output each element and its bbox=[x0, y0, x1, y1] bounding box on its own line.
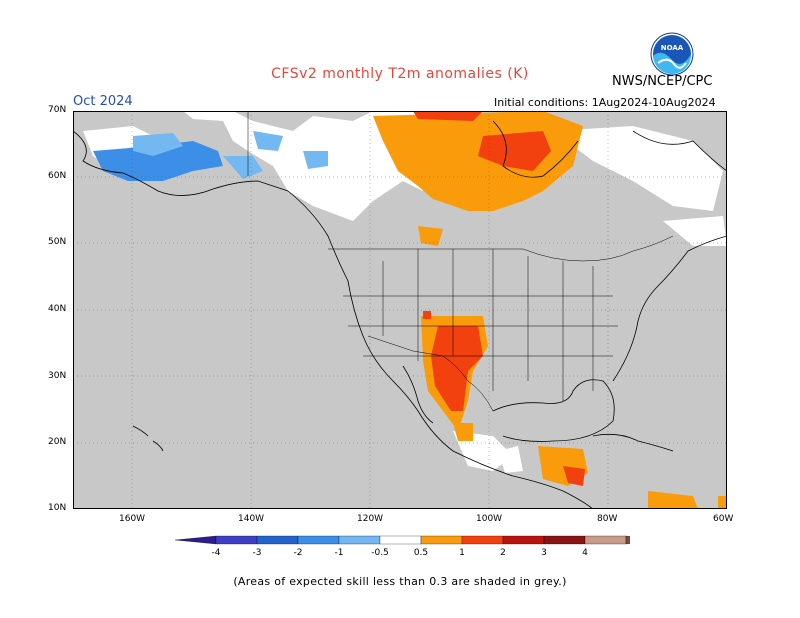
newfoundland-white-region bbox=[663, 216, 727, 246]
colorbar-tick: 3 bbox=[541, 548, 547, 557]
colorbar-bin bbox=[584, 535, 627, 545]
colorbar-tick: -3 bbox=[253, 548, 262, 557]
agency-label: NWS/NCEP/CPC bbox=[612, 74, 713, 89]
lon-label-100w: 100W bbox=[476, 514, 503, 524]
lat-label-60n: 60N bbox=[48, 171, 67, 181]
political-boundaries bbox=[247, 111, 674, 412]
lat-label-20n: 20N bbox=[48, 437, 67, 447]
cuba-coastline bbox=[592, 433, 674, 452]
colorbar-tick: -1 bbox=[335, 548, 344, 557]
logo-text: NOAA bbox=[661, 44, 684, 52]
colorbar-bin bbox=[338, 535, 381, 545]
hudson-bay-coastline bbox=[492, 120, 579, 178]
pacific-coastline bbox=[73, 130, 594, 509]
honduras-warm-anomaly bbox=[563, 466, 585, 486]
yukon-cold-anomaly bbox=[223, 156, 263, 179]
graticule bbox=[73, 111, 727, 509]
us-canada-border bbox=[328, 235, 674, 262]
quebec-warm-anomaly bbox=[478, 131, 551, 171]
venezuela-warm-anomaly bbox=[648, 491, 698, 509]
colorbar-bin bbox=[297, 535, 340, 545]
colorbar-bin bbox=[461, 535, 504, 545]
warm-anomaly-regions bbox=[373, 111, 727, 509]
colorado-warm-anomaly bbox=[423, 311, 431, 319]
lat-label-40n: 40N bbox=[48, 304, 67, 314]
colorbar-ticks: -4 -3 -2 -1 -0.5 0.5 1 2 3 4 bbox=[212, 548, 589, 557]
southwest-strong-warm-anomaly bbox=[431, 326, 483, 411]
atlantic-coastline bbox=[612, 235, 727, 382]
lon-label-80w: 80W bbox=[597, 514, 618, 524]
caribbean-warm-anomaly bbox=[718, 496, 727, 509]
arctic-warm-anomaly bbox=[413, 111, 483, 121]
colorbar-bin bbox=[256, 535, 299, 545]
colorbar: -4 -3 -2 -1 -0.5 0.5 1 2 3 4 bbox=[174, 535, 630, 557]
great-lakes-warm-anomaly bbox=[418, 226, 443, 246]
colorbar-tick: 2 bbox=[500, 548, 506, 557]
hawaii-coastline bbox=[132, 425, 164, 452]
state-boundaries-horizontal bbox=[343, 295, 618, 357]
chart-title: CFSv2 monthly T2m anomalies (K) bbox=[271, 66, 529, 82]
colorbar-bin bbox=[420, 535, 463, 545]
baja-coastline bbox=[402, 365, 434, 424]
cold-anomaly-regions bbox=[93, 131, 328, 181]
anomaly-map bbox=[73, 111, 727, 509]
alaska-canada-white-region bbox=[128, 111, 433, 221]
colorbar-tick: 0.5 bbox=[414, 548, 428, 557]
east-canada-white-region bbox=[553, 126, 723, 211]
colorbar-tick: -4 bbox=[212, 548, 221, 557]
alaska-cold-anomaly bbox=[93, 141, 223, 181]
lat-label-50n: 50N bbox=[48, 237, 67, 247]
initial-conditions-label: Initial conditions: 1Aug2024-10Aug2024 bbox=[494, 96, 716, 109]
state-boundaries-vertical bbox=[382, 249, 594, 401]
colorbar-tick: 1 bbox=[459, 548, 465, 557]
gulf-coastline bbox=[492, 379, 615, 442]
colorbar-bin bbox=[174, 535, 217, 545]
beaufort-cold-anomaly bbox=[253, 131, 283, 151]
colorbar-bins bbox=[174, 535, 630, 545]
coastlines bbox=[73, 120, 727, 509]
colorbar-tick: -0.5 bbox=[371, 548, 389, 557]
colorbar-tick: -2 bbox=[294, 548, 303, 557]
map-frame bbox=[73, 111, 727, 509]
lat-label-10n: 10N bbox=[48, 503, 67, 513]
colorbar-bin bbox=[502, 535, 545, 545]
lat-label-30n: 30N bbox=[48, 371, 67, 381]
alaska-light-cold-anomaly bbox=[133, 133, 183, 156]
lon-label-120w: 120W bbox=[357, 514, 384, 524]
colorbar-bin bbox=[625, 535, 630, 545]
lat-label-70n: 70N bbox=[48, 105, 67, 115]
baffin-coastline bbox=[632, 130, 727, 172]
colorbar-bin bbox=[543, 535, 586, 545]
lon-label-60w: 60W bbox=[713, 514, 734, 524]
skill-footnote: (Areas of expected skill less than 0.3 a… bbox=[233, 575, 567, 588]
forecast-month-label: Oct 2024 bbox=[73, 94, 133, 109]
nw-canada-cold-anomaly bbox=[303, 151, 328, 169]
us-mexico-border bbox=[367, 335, 494, 412]
colorbar-bin bbox=[215, 535, 258, 545]
lon-label-140w: 140W bbox=[238, 514, 265, 524]
mexico-warm-anomaly bbox=[453, 423, 473, 441]
colorbar-tick: 4 bbox=[582, 548, 588, 557]
colorbar-bin bbox=[379, 535, 422, 545]
noaa-logo-icon: NOAA bbox=[650, 32, 694, 76]
lon-label-160w: 160W bbox=[119, 514, 146, 524]
gulf-white-region bbox=[498, 446, 523, 473]
